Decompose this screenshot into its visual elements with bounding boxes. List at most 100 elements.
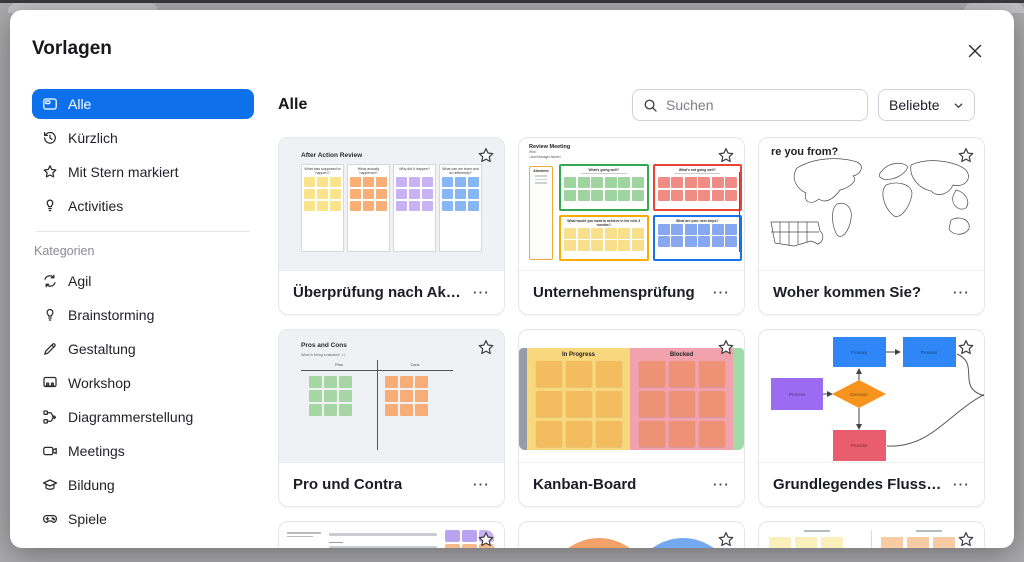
- thumb-bars: [329, 533, 437, 548]
- favorite-star-button[interactable]: [956, 338, 976, 358]
- sticky-grid: [564, 227, 644, 251]
- template-card-partial-2[interactable]: ⋯: [518, 521, 745, 548]
- thumb-scrollbar: [738, 172, 740, 252]
- more-options-button[interactable]: ⋯: [712, 282, 730, 302]
- template-title: Pro und Contra: [293, 476, 403, 493]
- favorite-star-button[interactable]: [956, 146, 976, 166]
- template-card-unternehmenspruefung[interactable]: Review Meeting Who: <Add Manager Name> A…: [518, 137, 745, 315]
- template-board-icon: [43, 98, 57, 110]
- favorite-star-button[interactable]: [956, 530, 976, 548]
- thumb-manager-placeholder: <Add Manager Name>: [529, 154, 562, 159]
- search-box[interactable]: [632, 89, 868, 121]
- attendees-label: Attendees: [533, 169, 549, 173]
- star-icon: [43, 165, 57, 178]
- sidebar-item-label: Workshop: [68, 375, 131, 391]
- sidebar-section-label: Kategorien: [34, 244, 95, 258]
- star-icon: [958, 340, 974, 355]
- venn-circle-left: [547, 538, 651, 548]
- pros-label: Pros: [335, 363, 343, 367]
- sidebar-item-meetings[interactable]: Meetings: [32, 436, 254, 466]
- sticky-grid: [769, 537, 865, 548]
- template-grid: After Action Review What was supposed to…: [278, 137, 994, 548]
- world-map-graphic: [770, 158, 970, 247]
- star-icon: [958, 532, 974, 547]
- more-options-button[interactable]: ⋯: [952, 474, 970, 494]
- aar-column-header: What was supposed to happen?: [304, 167, 341, 176]
- sidebar-item-agil[interactable]: Agil: [32, 266, 254, 296]
- sidebar-divider: [36, 231, 250, 232]
- flow-node-label: Process: [851, 350, 868, 355]
- sticky-grid: [442, 177, 479, 211]
- more-options-button[interactable]: ⋯: [712, 474, 730, 494]
- sidebar-item-mit-stern-markiert[interactable]: Mit Stern markiert: [32, 157, 254, 187]
- thumb-heading-block: Review Meeting Who: <Add Manager Name>: [529, 144, 570, 160]
- favorite-star-button[interactable]: [476, 338, 496, 358]
- search-input[interactable]: [666, 97, 857, 113]
- sidebar-item-workshop[interactable]: Workshop: [32, 368, 254, 398]
- sidebar-item-alle[interactable]: Alle: [32, 89, 254, 119]
- activities-bulb-icon: [46, 199, 54, 212]
- more-options-button[interactable]: ⋯: [472, 474, 490, 494]
- sidebar-item-activities[interactable]: Activities: [32, 191, 254, 221]
- template-title: Woher kommen Sie?: [773, 284, 922, 301]
- sticky-grid: [657, 223, 737, 247]
- sidebar-item-spiele[interactable]: Spiele: [32, 504, 254, 534]
- favorite-star-button[interactable]: [476, 146, 496, 166]
- window-top-edge: [0, 0, 1024, 3]
- graduation-cap-icon: [42, 479, 58, 490]
- favorite-star-button[interactable]: [716, 146, 736, 166]
- template-thumbnail: [279, 522, 504, 548]
- template-card-partial-3[interactable]: ⋯: [758, 521, 985, 548]
- agile-cycle-icon: [44, 274, 56, 288]
- template-card-ueberpruefung-nach-aktion[interactable]: After Action Review What was supposed to…: [278, 137, 505, 315]
- close-button[interactable]: [962, 38, 988, 64]
- sidebar-item-gestaltung[interactable]: Gestaltung: [32, 334, 254, 364]
- favorite-star-button[interactable]: [716, 338, 736, 358]
- sidebar-item-bildung[interactable]: Bildung: [32, 470, 254, 500]
- page-title: Vorlagen: [32, 38, 112, 59]
- template-card-kanban-board[interactable]: In Progress Blocked Kanban-Board ⋯: [518, 329, 745, 507]
- sort-dropdown[interactable]: Beliebte: [878, 89, 975, 121]
- favorite-star-button[interactable]: [716, 530, 736, 548]
- flow-node-label: Process: [921, 350, 938, 355]
- more-options-button[interactable]: ⋯: [472, 282, 490, 302]
- review-quadrants: What's going well? What's not going well…: [559, 164, 742, 261]
- sort-dropdown-value: Beliebte: [889, 97, 940, 113]
- sidebar-item-label: Activities: [68, 198, 124, 214]
- flowchart-graphic: Process Process Process Process Decision: [771, 337, 984, 461]
- template-thumbnail: [759, 522, 984, 548]
- favorite-star-button[interactable]: [476, 530, 496, 548]
- venn-circle-right: [631, 538, 735, 548]
- retro-group: [881, 530, 977, 548]
- flow-node-label: Process: [851, 443, 868, 448]
- star-icon: [958, 148, 974, 163]
- flow-node-label: Decision: [850, 392, 868, 397]
- template-thumbnail: [519, 522, 744, 548]
- star-icon: [478, 532, 494, 547]
- template-card-pro-und-contra[interactable]: Pros and Cons What is being evaluated: <…: [278, 329, 505, 507]
- sidebar-item-label: Diagrammerstellung: [68, 409, 194, 425]
- flow-diagram-icon: [43, 410, 57, 424]
- sidebar: Alle Kürzlich Mit Stern markiert Activit…: [32, 89, 254, 538]
- sidebar-item-diagrammerstellung[interactable]: Diagrammerstellung: [32, 402, 254, 432]
- browser-tab-hint: [964, 3, 1024, 13]
- lightbulb-icon: [46, 308, 54, 321]
- browser-tab-hint: [8, 3, 158, 13]
- template-card-flussdiagramm[interactable]: Process Process Process Process Decision…: [758, 329, 985, 507]
- templates-dialog: Vorlagen Alle Kürzlich Mit Stern markier: [10, 10, 1014, 548]
- sticky-grid: [535, 361, 622, 447]
- sidebar-item-brainstorming[interactable]: Brainstorming: [32, 300, 254, 330]
- sidebar-item-label: Gestaltung: [68, 341, 136, 357]
- sticky-grid: [657, 177, 737, 201]
- star-icon: [478, 340, 494, 355]
- sidebar-item-label: Alle: [68, 96, 92, 112]
- flow-node-label: Process: [789, 392, 806, 397]
- template-card-woher-kommen-sie[interactable]: re you from? Woher ko: [758, 137, 985, 315]
- sidebar-item-kuerzlich[interactable]: Kürzlich: [32, 123, 254, 153]
- more-options-button[interactable]: ⋯: [952, 282, 970, 302]
- template-card-partial-1[interactable]: ⋯: [278, 521, 505, 548]
- template-thumbnail: After Action Review What was supposed to…: [279, 138, 504, 271]
- sticky-grid: [350, 177, 387, 211]
- sticky-grid: [309, 376, 352, 416]
- template-thumbnail: Process Process Process Process Decision: [759, 330, 984, 463]
